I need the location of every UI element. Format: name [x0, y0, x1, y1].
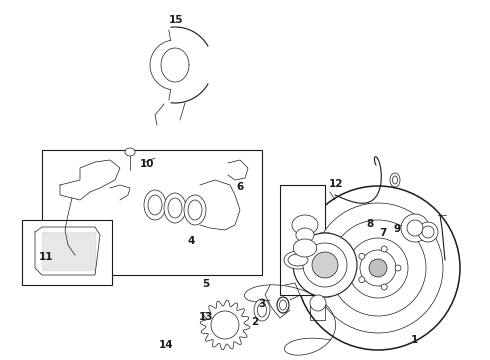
Ellipse shape [164, 193, 186, 223]
Text: 1: 1 [411, 335, 417, 345]
Circle shape [310, 295, 326, 311]
Text: 4: 4 [187, 236, 195, 246]
Ellipse shape [296, 228, 314, 242]
Circle shape [296, 186, 460, 350]
Bar [22, 220, 112, 285]
Ellipse shape [279, 300, 287, 310]
Circle shape [313, 203, 443, 333]
Circle shape [359, 253, 365, 259]
Ellipse shape [277, 297, 289, 313]
Text: 12: 12 [328, 179, 343, 189]
Ellipse shape [288, 254, 308, 266]
Ellipse shape [188, 200, 202, 220]
Text: 7: 7 [379, 228, 387, 238]
Circle shape [211, 311, 239, 339]
Circle shape [293, 233, 357, 297]
Ellipse shape [294, 239, 317, 257]
Circle shape [359, 277, 365, 283]
Text: 14: 14 [159, 340, 174, 350]
Ellipse shape [168, 198, 182, 218]
Text: 2: 2 [251, 317, 258, 327]
Circle shape [418, 222, 438, 242]
Ellipse shape [292, 215, 318, 235]
Text: 11: 11 [39, 252, 54, 262]
Ellipse shape [148, 195, 162, 215]
Ellipse shape [284, 251, 312, 269]
Text: 10: 10 [140, 159, 154, 169]
Text: 6: 6 [237, 182, 244, 192]
Text: 3: 3 [259, 299, 266, 309]
Circle shape [369, 259, 387, 277]
Circle shape [381, 284, 387, 290]
Circle shape [395, 265, 401, 271]
Ellipse shape [184, 195, 206, 225]
Text: 13: 13 [198, 312, 213, 322]
Ellipse shape [392, 176, 397, 184]
Ellipse shape [144, 190, 166, 220]
Text: 5: 5 [202, 279, 209, 289]
Text: 15: 15 [169, 15, 184, 25]
Circle shape [422, 226, 434, 238]
Circle shape [360, 250, 396, 286]
Bar [42, 150, 262, 275]
Ellipse shape [258, 303, 267, 317]
Text: 8: 8 [367, 219, 373, 229]
Circle shape [303, 243, 347, 287]
Circle shape [312, 252, 338, 278]
Ellipse shape [254, 299, 270, 321]
Ellipse shape [125, 148, 135, 156]
Circle shape [348, 238, 408, 298]
Circle shape [381, 246, 387, 252]
Text: 9: 9 [393, 224, 400, 234]
Circle shape [330, 220, 426, 316]
Ellipse shape [390, 173, 400, 187]
Circle shape [401, 214, 429, 242]
Bar [280, 185, 325, 295]
Circle shape [407, 220, 423, 236]
